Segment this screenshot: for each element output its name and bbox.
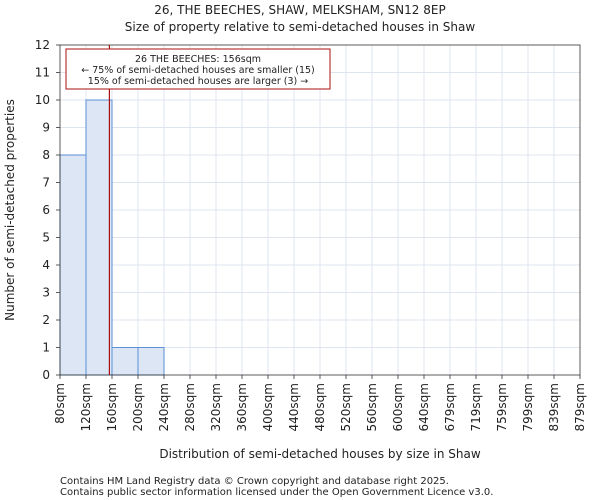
y-tick-label: 2: [42, 313, 50, 327]
x-tick-label: 640sqm: [417, 383, 431, 431]
bar: [85, 99, 113, 376]
x-tick-label: 360sqm: [235, 383, 249, 431]
x-tick-label: 400sqm: [261, 383, 275, 431]
x-tick-label: 600sqm: [391, 383, 405, 431]
x-tick-label: 879sqm: [573, 383, 587, 431]
grid-lines: [60, 45, 580, 375]
y-tick-label: 1: [42, 341, 50, 355]
footer-line-2: Contains public sector information licen…: [60, 487, 493, 498]
bar: [137, 347, 165, 376]
x-tick-label: 520sqm: [339, 383, 353, 431]
bars: [59, 99, 165, 376]
x-tick-label: 839sqm: [547, 383, 561, 431]
x-tick-label: 440sqm: [287, 383, 301, 431]
plot-area-frame: [59, 44, 581, 376]
annotation-line-1: 26 THE BEECHES: 156sqm: [135, 54, 261, 65]
x-tick-label: 160sqm: [105, 383, 119, 431]
y-tick-label: 9: [42, 121, 50, 135]
x-tick-label: 200sqm: [131, 383, 145, 431]
x-tick-label: 560sqm: [365, 383, 379, 431]
annotation-box: 26 THE BEECHES: 156sqm ← 75% of semi-det…: [65, 48, 331, 90]
annotation-line-2: ← 75% of semi-detached houses are smalle…: [81, 65, 315, 76]
chart-subtitle: Size of property relative to semi-detach…: [125, 20, 476, 34]
y-tick-label: 0: [42, 368, 50, 382]
x-tick-label: 240sqm: [157, 383, 171, 431]
y-tick-label: 3: [42, 286, 50, 300]
y-tick-label: 11: [35, 66, 50, 80]
x-tick-label: 799sqm: [521, 383, 535, 431]
x-tick-label: 719sqm: [469, 383, 483, 431]
bar: [59, 154, 87, 376]
x-tick-label: 280sqm: [183, 383, 197, 431]
x-tick-label: 80sqm: [53, 383, 67, 424]
y-tick-label: 8: [42, 148, 50, 162]
x-tick-label: 480sqm: [313, 383, 327, 431]
y-tick-label: 4: [42, 258, 50, 272]
y-tick-label: 10: [35, 93, 50, 107]
y-axis-label: Number of semi-detached properties: [3, 99, 17, 321]
x-tick-label: 120sqm: [79, 383, 93, 431]
x-tick-labels: 80sqm 120sqm 160sqm 200sqm 240sqm 280sqm 320sq…: [53, 375, 587, 431]
x-axis-label: Distribution of semi-detached houses by …: [159, 447, 480, 461]
x-tick-label: 320sqm: [209, 383, 223, 431]
x-tick-label: 759sqm: [495, 383, 509, 431]
annotation-frame: [65, 48, 331, 90]
y-tick-label: 12: [35, 38, 50, 52]
annotation-line-3: 15% of semi-detached houses are larger (…: [88, 76, 308, 87]
y-tick-label: 7: [42, 176, 50, 190]
footer-line-1: Contains HM Land Registry data © Crown c…: [60, 476, 449, 487]
x-tick-label: 679sqm: [443, 383, 457, 431]
y-tick-label: 5: [42, 231, 50, 245]
bar: [111, 347, 139, 376]
chart-title: 26, THE BEECHES, SHAW, MELKSHAM, SN12 8E…: [154, 3, 445, 17]
y-tick-label: 6: [42, 203, 50, 217]
